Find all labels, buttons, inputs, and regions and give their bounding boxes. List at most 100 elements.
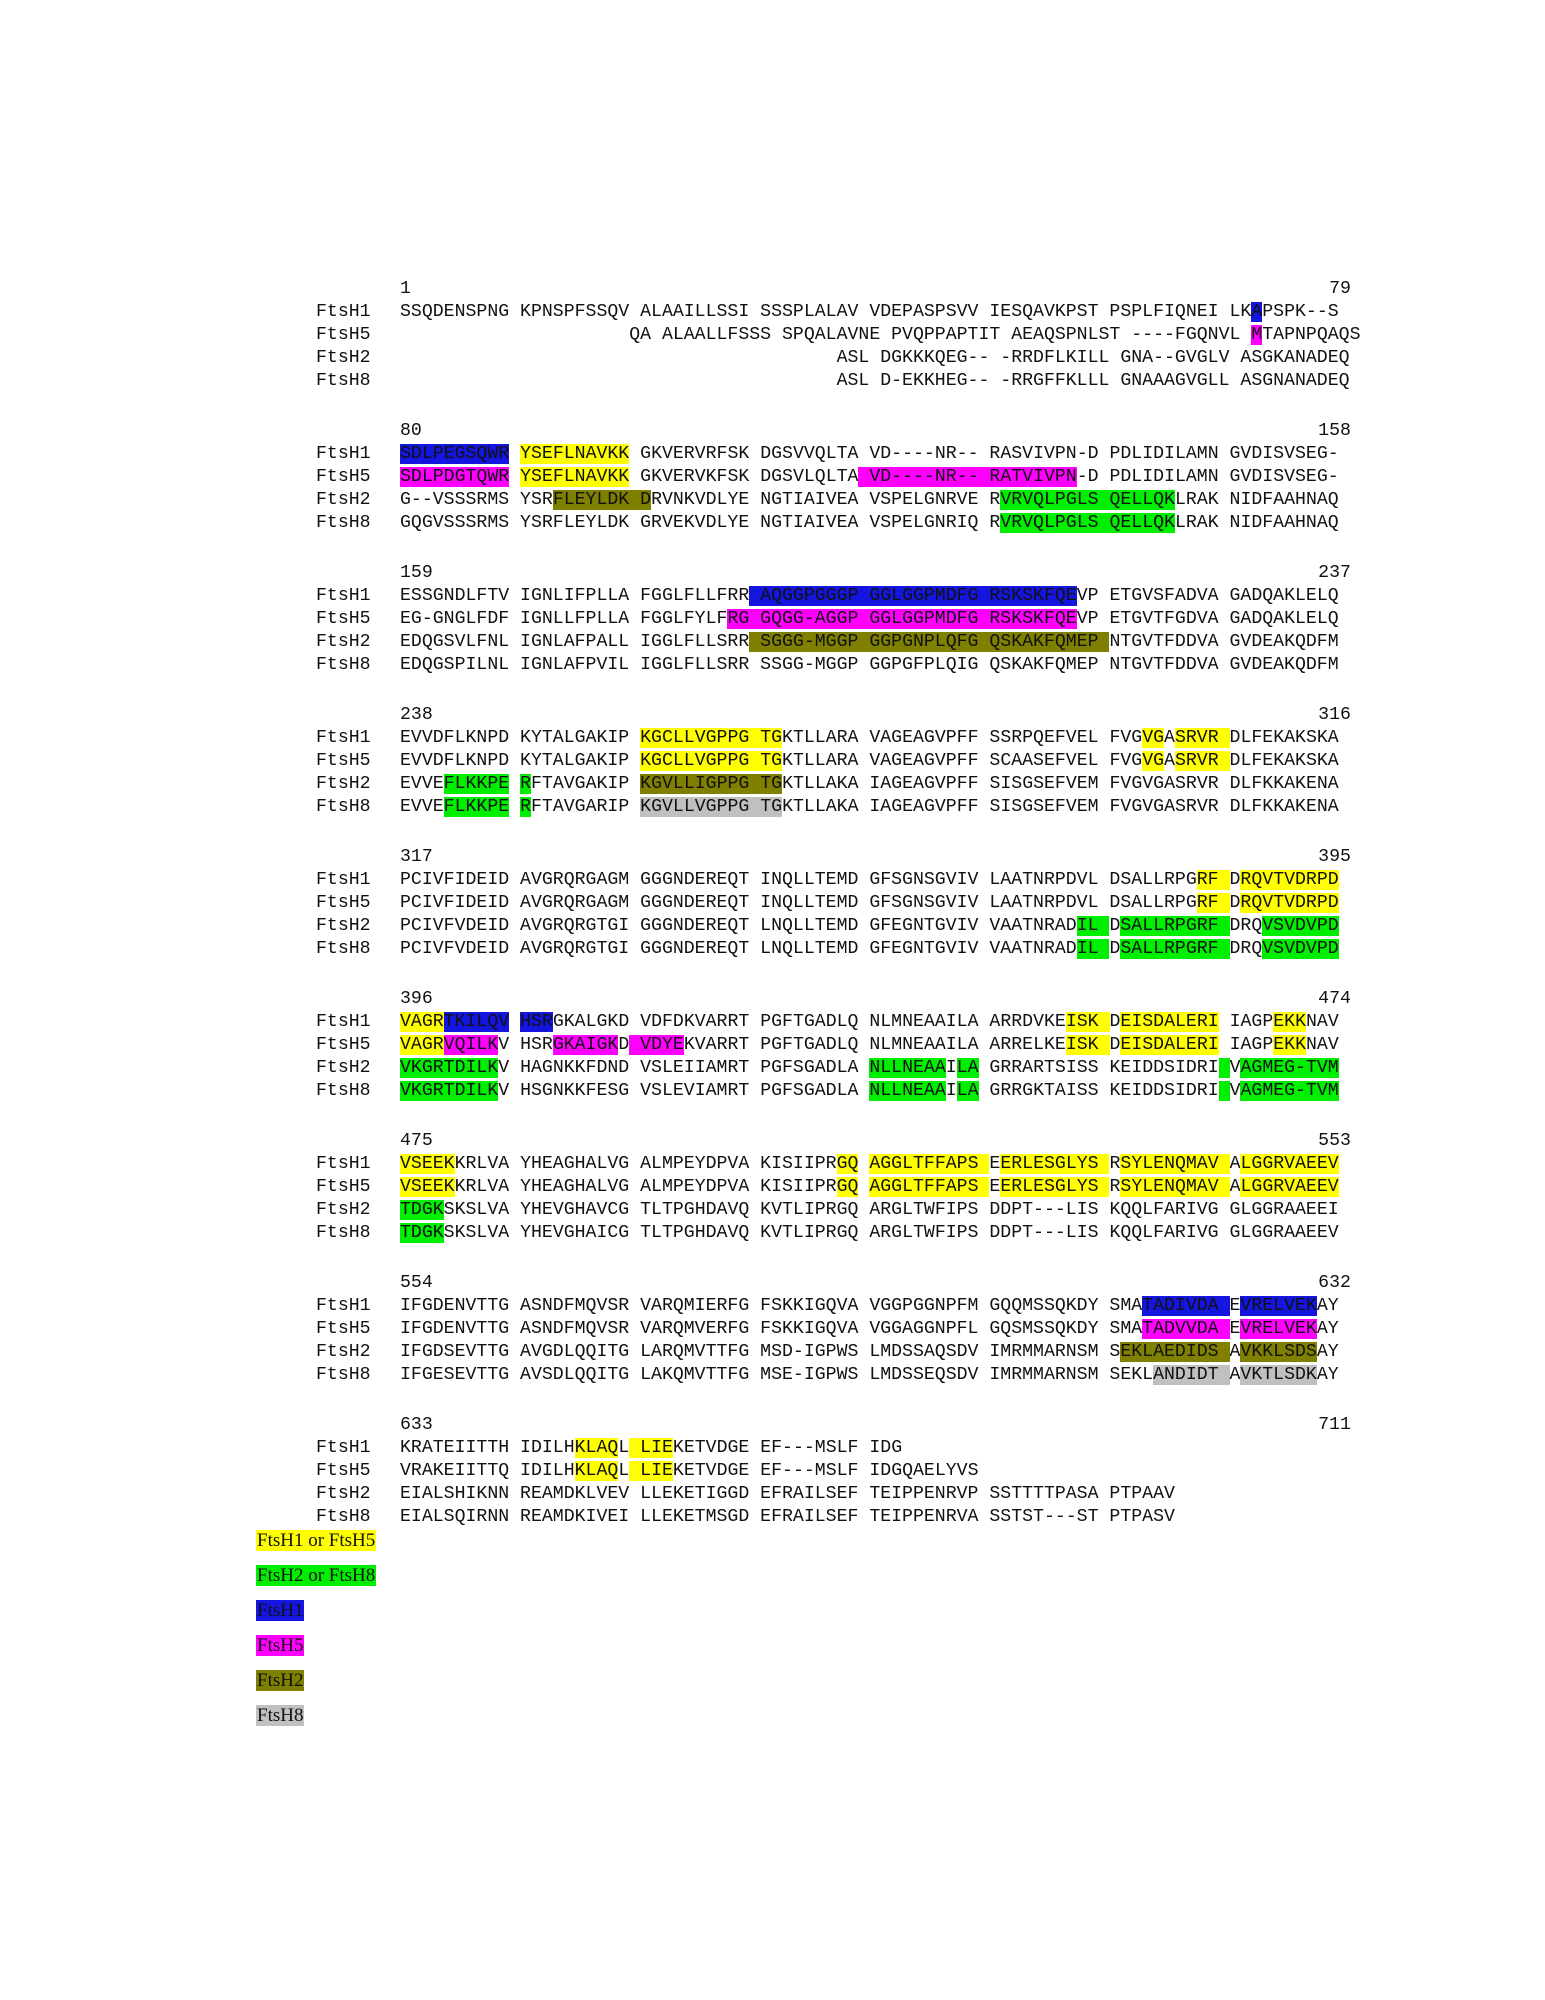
sequence-text: VSEEKKRLVA YHEAGHALVG ALMPEYDPVA KISIIPR…	[400, 1177, 1339, 1197]
highlighted-motif: VRVQLPGLS	[1000, 490, 1110, 510]
protein-name: FtsH1	[316, 1154, 371, 1174]
highlighted-motif: SYLENQMAV	[1120, 1154, 1230, 1174]
sequence-row-ftsh1: FtsH1 VAGRTKILQV HSRGKALGKD VDFDKVARRT PG…	[316, 1011, 1360, 1034]
highlighted-motif: LA	[956, 1058, 979, 1078]
protein-name: FtsH8	[316, 939, 371, 959]
end-position: 632	[1318, 1273, 1351, 1293]
highlighted-motif: KGCLLVGPPG	[640, 728, 750, 748]
highlighted-motif: YSEFLNAVKK	[520, 444, 630, 464]
sequence-text: TDGKSKSLVA YHEVGHAICG TLTPGHDAVQ KVTLIPR…	[400, 1223, 1339, 1243]
highlighted-motif: G	[1153, 728, 1165, 748]
end-position: 79	[1329, 279, 1351, 299]
highlighted-motif: SRVR	[1174, 751, 1230, 771]
sequence-row-ftsh2: FtsH2 PCIVFVDEID AVGRQRGTGI GGGNDEREQT LN…	[316, 915, 1360, 938]
highlighted-motif: ISK	[1065, 1012, 1110, 1032]
protein-name: FtsH1	[316, 1438, 371, 1458]
start-position: 633	[400, 1415, 433, 1435]
sequence-text: ESSGNDLFTV IGNLIFPLLA FGGLFLLFRR AQGGPGG…	[400, 586, 1339, 606]
highlighted-motif: IL	[1076, 939, 1110, 959]
sequence-text: EDQGSVLFNL IGNLAFPALL IGGLFLLSRR SGGG-MG…	[400, 632, 1339, 652]
position-numbers: 159 237	[316, 562, 1360, 585]
protein-name: FtsH8	[316, 1081, 371, 1101]
highlighted-motif: TG	[749, 728, 783, 748]
sequence-text: VSEEKKRLVA YHEAGHALVG ALMPEYDPVA KISIIPR…	[400, 1154, 1339, 1174]
highlighted-motif: NLLNEAA	[869, 1058, 946, 1078]
sequence-row-ftsh5: FtsH5 VAGRVQILKV HSRGKAIGKD VDYEKVARRT PG…	[316, 1034, 1360, 1057]
sequence-row-ftsh2: FtsH2 EVVEFLKKPE RFTAVGAKIP KGVLLIGPPG TG…	[316, 773, 1360, 796]
sequence-row-ftsh2: FtsH2 TDGKSKSLVA YHEVGHAVCG TLTPGHDAVQ KV…	[316, 1199, 1360, 1222]
sequence-row-ftsh1: FtsH1 IFGDENVTTG ASNDFMQVSR VARQMIERFG FS…	[316, 1295, 1360, 1318]
protein-name: FtsH5	[316, 609, 371, 629]
start-position: 554	[400, 1273, 433, 1293]
highlighted-motif: VSEEK	[400, 1177, 455, 1197]
sequence-row-ftsh8: FtsH8 PCIVFVDEID AVGRQRGTGI GGGNDEREQT LN…	[316, 938, 1360, 961]
highlighted-motif: RG GQGG-AGGP GGLGGPMDFG RSKSKFQE	[727, 609, 1077, 629]
highlighted-motif: QELLQK	[1109, 513, 1175, 533]
sequence-text: EVVEFLKKPE RFTAVGARIP KGVLLVGPPG TGKTLLA…	[400, 797, 1339, 817]
sequence-row-ftsh8: FtsH8 IFGESEVTTG AVSDLQQITG LAKQMVTTFG MS…	[316, 1364, 1360, 1387]
sequence-text: ASL DGKKKQEG-- -RRDFLKILL GNA--GVGLV ASG…	[400, 348, 1350, 368]
sequence-text: VKGRTDILKV HSGNKKFESG VSLEVIAMRT PGFSGAD…	[400, 1081, 1339, 1101]
alignment-block: 317 395 FtsH1 PCIVFIDEID AVGRQRGAGM GGGNDER…	[316, 846, 1360, 961]
highlighted-motif: G	[1153, 751, 1165, 771]
sequence-text: IFGESEVTTG AVSDLQQITG LAKQMVTTFG MSE-IGP…	[400, 1365, 1339, 1385]
highlighted-motif: SGGG-MGGP GGPGNPLQFG QSKAKFQMEP	[749, 632, 1110, 652]
sequence-row-ftsh2: FtsH2 VKGRTDILKV HAGNKKFDND VSLEIIAMRT PG…	[316, 1057, 1360, 1080]
alignment-block: 475 553 FtsH1 VSEEKKRLVA YHEAGHALVG ALMPEYD…	[316, 1130, 1360, 1245]
highlighted-motif: VSV	[1262, 939, 1296, 959]
highlighted-motif: ERLESGLYS	[1000, 1154, 1110, 1174]
protein-name: FtsH5	[316, 1035, 371, 1055]
highlighted-motif	[1218, 1058, 1230, 1078]
highlighted-motif: SDLPEGSQWR	[400, 444, 510, 464]
position-numbers: 238 316	[316, 704, 1360, 727]
highlighted-motif: RF	[1196, 893, 1230, 913]
sequence-text: G--VSSSRMS YSRFLEYLDK DRVNKVDLYE NGTIAIV…	[400, 490, 1339, 510]
sequence-row-ftsh8: FtsH8 TDGKSKSLVA YHEVGHAICG TLTPGHDAVQ KV…	[316, 1222, 1360, 1245]
highlighted-motif: GRTDILK	[421, 1058, 499, 1078]
position-numbers: 396 474	[316, 988, 1360, 1011]
legend-label: FtsH2	[256, 1670, 305, 1691]
highlighted-motif: VK	[400, 1081, 422, 1101]
protein-name: FtsH8	[316, 1507, 371, 1527]
sequence-row-ftsh2: FtsH2 IFGDSEVTTG AVGDLQQITG LARQMVTTFG MS…	[316, 1341, 1360, 1364]
sequence-row-ftsh5: FtsH5 SDLPDGTQWR YSEFLNAVKK GKVERVKFSK DG…	[316, 466, 1360, 489]
highlighted-motif: KLAQ	[574, 1461, 619, 1481]
start-position: 159	[400, 563, 433, 583]
protein-name: FtsH2	[316, 632, 371, 652]
legend-item: FtsH1	[256, 1600, 376, 1622]
highlighted-motif: VDYE	[629, 1035, 684, 1055]
alignment-block: 396 474 FtsH1 VAGRTKILQV HSRGKALGKD VDFDKVA…	[316, 988, 1360, 1103]
sequence-text: IFGDENVTTG ASNDFMQVSR VARQMVERFG FSKKIGQ…	[400, 1319, 1339, 1339]
end-position: 711	[1318, 1415, 1351, 1435]
sequence-text: EIALSHIKNN REAMDKLVEV LLEKETIGGD EFRAILS…	[400, 1484, 1175, 1504]
sequence-text: EVVEFLKKPE RFTAVGAKIP KGVLLIGPPG TGKTLLA…	[400, 774, 1339, 794]
highlighted-motif: R	[520, 774, 532, 794]
highlighted-motif: DVPD	[1295, 916, 1339, 936]
sequence-row-ftsh1: FtsH1 KRATEIITTH IDILHKLAQL LIEKETVDGE EF…	[316, 1437, 1360, 1460]
color-legend: FtsH1 or FtsH5 FtsH2 or FtsH8 FtsH1 FtsH5 Ft…	[256, 1530, 377, 1740]
sequence-row-ftsh1: FtsH1 EVVDFLKNPD KYTALGAKIP KGCLLVGPPG TG…	[316, 727, 1360, 750]
highlighted-motif: LIE	[629, 1461, 673, 1481]
sequence-row-ftsh8: FtsH8 ASL D-EKKHEG-- -RRGFFKLLL GNAAAGVG…	[316, 370, 1360, 393]
protein-name: FtsH5	[316, 1177, 371, 1197]
position-numbers: 317 395	[316, 846, 1360, 869]
highlighted-motif: LIE	[629, 1438, 673, 1458]
highlighted-motif: ERLESGLYS	[1000, 1177, 1110, 1197]
sequence-text: GQGVSSSRMS YSRFLEYLDK GRVEKVDLYE NGTIAIV…	[400, 513, 1339, 533]
highlighted-motif: NLLNEAA	[869, 1081, 946, 1101]
end-position: 553	[1318, 1131, 1351, 1151]
highlighted-motif	[1218, 1081, 1230, 1101]
sequence-row-ftsh1: FtsH1 SDLPEGSQWR YSEFLNAVKK GKVERVRFSK DG…	[316, 443, 1360, 466]
sequence-row-ftsh8: FtsH8 VKGRTDILKV HSGNKKFESG VSLEVIAMRT PG…	[316, 1080, 1360, 1103]
position-numbers: 633 711	[316, 1414, 1360, 1437]
sequence-row-ftsh5: FtsH5 EVVDFLKNPD KYTALGAKIP KGCLLVGPPG TG…	[316, 750, 1360, 773]
highlighted-motif: FLKKPE	[443, 774, 510, 794]
highlighted-motif: ANDIDT	[1153, 1365, 1230, 1385]
highlighted-motif: YSEFLNAVKK	[520, 467, 630, 487]
position-numbers: 80 158	[316, 420, 1360, 443]
sequence-row-ftsh8: FtsH8 GQGVSSSRMS YSRFLEYLDK GRVEKVDLYE NG…	[316, 512, 1360, 535]
highlighted-motif: GKAIGK	[552, 1035, 619, 1055]
highlighted-motif: SALLRPGRF	[1120, 916, 1230, 936]
start-position: 317	[400, 847, 433, 867]
sequence-text: EIALSQIRNN REAMDKIVEI LLEKETMSGD EFRAILS…	[400, 1507, 1175, 1527]
